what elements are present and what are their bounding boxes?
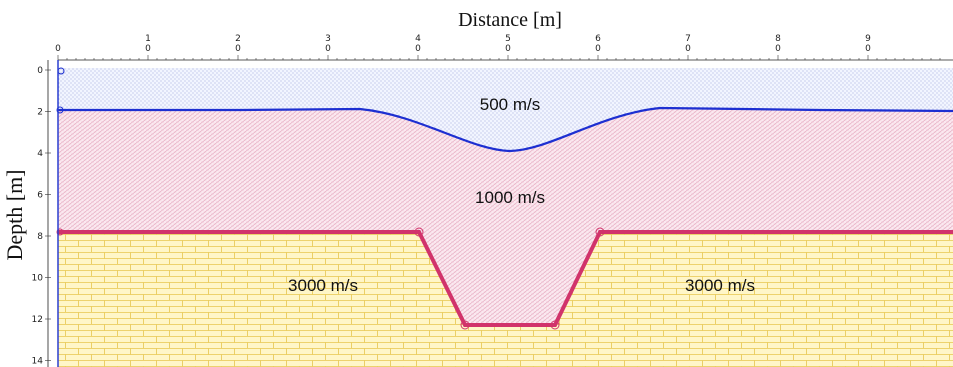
- x-tick-label-top: 8: [775, 34, 781, 44]
- x-tick-label: 0: [685, 44, 691, 54]
- x-tick-label: 0: [775, 44, 781, 54]
- x-tick-label: 0: [505, 44, 511, 54]
- x-tick-label-top: 3: [325, 34, 331, 44]
- layer-middle-1000: [58, 108, 953, 325]
- x-tick-label-top: 7: [685, 34, 691, 44]
- x-tick-label: 0: [415, 44, 421, 54]
- x-tick-label: 0: [55, 44, 61, 54]
- x-tick-label-top: 9: [865, 34, 871, 44]
- label-bottom-right-layer: 3000 m/s: [685, 276, 755, 295]
- x-tick-label: 0: [325, 44, 331, 54]
- label-middle-layer: 1000 m/s: [475, 188, 545, 207]
- x-axis-title: Distance [m]: [458, 9, 562, 31]
- y-tick-label: 6: [37, 191, 43, 201]
- interface-500-1000: [58, 106, 953, 153]
- x-tick-label: 0: [865, 44, 871, 54]
- label-bottom-left-layer: 3000 m/s: [288, 276, 358, 295]
- y-tick-label: 4: [37, 149, 43, 159]
- y-tick-label: 14: [32, 357, 44, 367]
- y-axis-ticks: 0 2 4 6 8 10 12 14: [32, 66, 51, 367]
- x-tick-label-top: 4: [415, 34, 421, 44]
- y-axis-title: Depth [m]: [2, 169, 27, 260]
- x-tick-label-top: 5: [505, 34, 511, 44]
- x-axis-minor-ticks: [57, 55, 941, 60]
- x-tick-label-top: 6: [595, 34, 601, 44]
- interface-1000-3000: [58, 230, 953, 327]
- x-tick-label: 0: [595, 44, 601, 54]
- interface-nodes: [56, 67, 605, 330]
- y-tick-label: 2: [37, 108, 43, 118]
- x-tick-label-top: 2: [235, 34, 241, 44]
- y-tick-label: 8: [37, 232, 43, 242]
- layer-top-500: [58, 68, 953, 151]
- y-tick-label: 0: [37, 66, 43, 76]
- x-tick-label: 0: [145, 44, 151, 54]
- x-tick-label-top: 1: [145, 34, 151, 44]
- y-tick-label: 12: [32, 315, 43, 325]
- label-top-layer: 500 m/s: [480, 95, 540, 114]
- x-tick-label: 0: [235, 44, 241, 54]
- y-tick-label: 10: [32, 274, 44, 284]
